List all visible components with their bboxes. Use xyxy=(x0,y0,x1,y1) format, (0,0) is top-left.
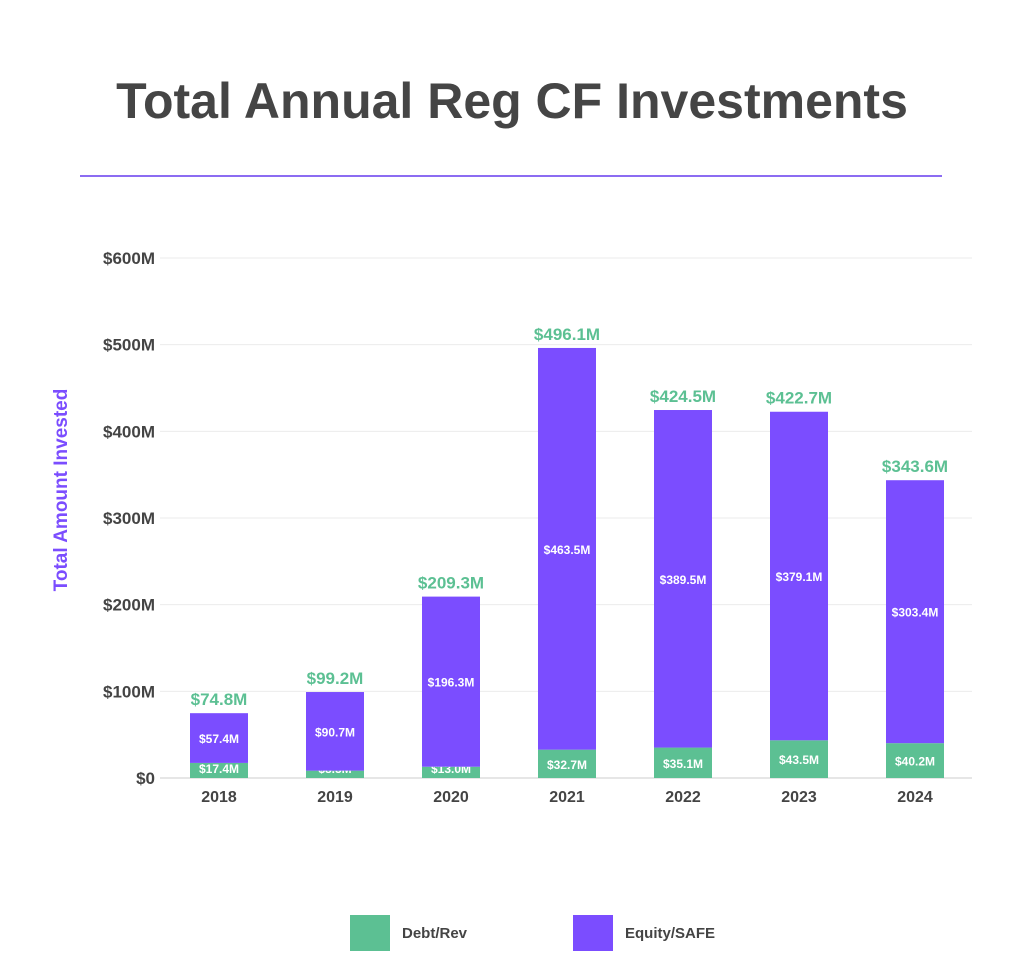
bar-equity-safe-2021 xyxy=(538,347,596,750)
data-label: $90.7M xyxy=(315,725,355,739)
y-tick-label: $600M xyxy=(103,249,155,268)
x-tick-label: 2022 xyxy=(665,789,701,806)
bar-equity-safe-2024 xyxy=(886,480,944,744)
legend-item-equity: Equity/SAFE xyxy=(573,915,715,951)
total-label: $496.1M xyxy=(534,325,600,344)
data-label: $389.5M xyxy=(660,573,707,587)
y-tick-label: $300M xyxy=(103,509,155,528)
bar-debt-rev-2024 xyxy=(886,743,944,778)
y-tick-label: $500M xyxy=(103,336,155,355)
data-label: $40.2M xyxy=(895,755,935,769)
legend-label-equity: Equity/SAFE xyxy=(625,924,716,942)
y-tick-label: $200M xyxy=(103,596,155,615)
y-axis-label: Total Amount Invested xyxy=(51,389,72,592)
x-tick-label: 2021 xyxy=(549,789,585,806)
legend-swatch-debt xyxy=(350,915,390,951)
bar-equity-safe-2019 xyxy=(306,692,364,771)
legend-label-debt: Debt/Rev xyxy=(402,924,468,942)
bar-equity-safe-2023 xyxy=(770,411,828,741)
total-label: $424.5M xyxy=(650,387,716,406)
x-tick-label: 2023 xyxy=(781,789,817,806)
y-tick-label: $400M xyxy=(103,422,155,441)
total-label: $99.2M xyxy=(307,669,364,688)
data-label: $43.5M xyxy=(779,753,819,767)
bar-equity-safe-2020 xyxy=(422,596,480,767)
bar-chart: $0 $100M $200M $300M $400M $500M $600M Total Am… xyxy=(51,249,972,806)
total-label: $74.8M xyxy=(191,690,248,709)
data-label: $303.4M xyxy=(892,606,939,620)
data-label: $32.7M xyxy=(547,758,587,772)
chart-title: Total Annual Reg CF Investments xyxy=(116,73,908,129)
data-label: $17.4M xyxy=(199,762,239,776)
x-tick-label: 2018 xyxy=(201,789,237,806)
total-label: $209.3M xyxy=(418,574,484,593)
bar-debt-rev-2021 xyxy=(538,749,596,778)
x-tick-label: 2024 xyxy=(897,789,933,806)
x-tick-label: 2020 xyxy=(433,789,469,806)
y-tick-label: $100M xyxy=(103,682,155,701)
data-label: $35.1M xyxy=(663,757,703,771)
bar-equity-safe-2018 xyxy=(190,713,248,763)
total-label: $343.6M xyxy=(882,457,948,476)
data-label: $379.1M xyxy=(776,570,823,584)
data-label: $57.4M xyxy=(199,732,239,746)
total-label: $422.7M xyxy=(766,389,832,408)
legend-swatch-equity xyxy=(573,915,613,951)
y-tick-label: $0 xyxy=(136,769,155,788)
bar-debt-rev-2018 xyxy=(190,762,248,778)
title-divider xyxy=(80,175,942,177)
bar-debt-rev-2019 xyxy=(306,770,364,778)
bar-debt-rev-2022 xyxy=(654,747,712,778)
data-label: $463.5M xyxy=(544,543,591,557)
x-tick-label: 2019 xyxy=(317,789,353,806)
legend-item-debt: Debt/Rev xyxy=(350,915,467,951)
bar-debt-rev-2020 xyxy=(422,766,480,778)
data-label: $196.3M xyxy=(428,676,475,690)
bar-equity-safe-2022 xyxy=(654,410,712,748)
bar-debt-rev-2023 xyxy=(770,740,828,778)
